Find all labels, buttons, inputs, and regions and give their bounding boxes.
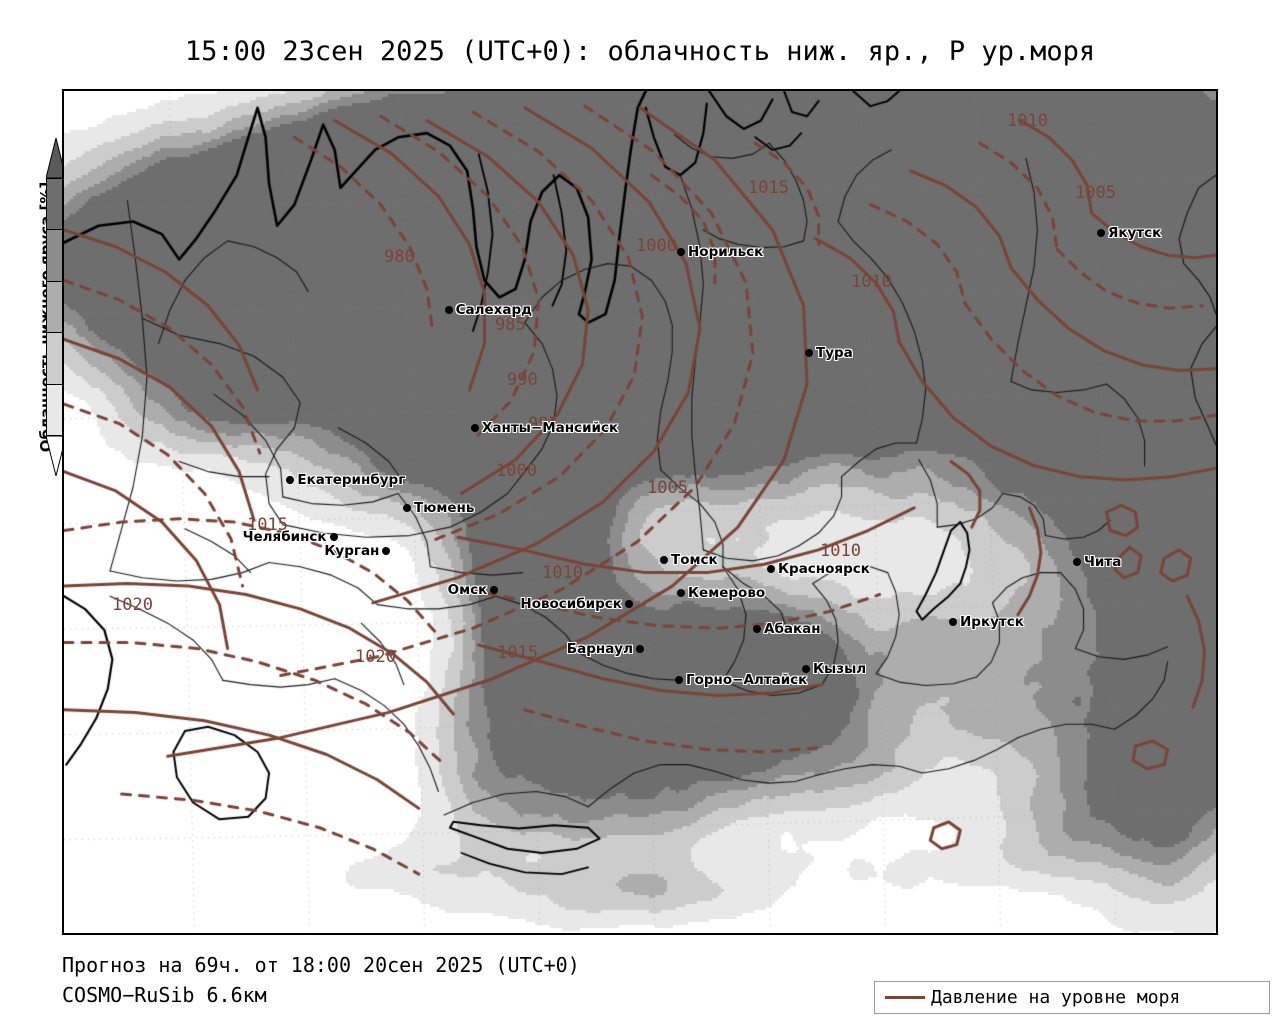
city-name: Горно−Алтайск: [686, 672, 808, 688]
city-name: Барнаул: [566, 641, 633, 657]
isobar-label-1015-2: 1015: [748, 178, 789, 198]
colorbar-segment-90: [47, 179, 65, 231]
city-marker-dot-icon: [802, 665, 810, 673]
city-label-6[interactable]: Тюмень: [400, 500, 474, 516]
city-name: Чита: [1084, 554, 1122, 570]
isobar-label-1005-1: 1005: [1075, 183, 1116, 203]
isobar-label-1020-14: 1020: [112, 595, 153, 615]
city-label-3[interactable]: Тура: [802, 345, 853, 361]
city-marker-dot-icon: [329, 533, 338, 541]
city-marker-dot-icon: [675, 676, 683, 684]
colorbar-top-arrow-icon: [46, 138, 66, 178]
page-title: 15:00 23сен 2025 (UTC+0): облачность ниж…: [184, 36, 1096, 67]
isobar-label-1000-4: 1000: [636, 236, 677, 256]
city-name: Якутск: [1108, 225, 1162, 241]
cloud-cover-raster: [64, 91, 1216, 933]
forecast-line-1: Прогноз на 69ч. от 18:00 20сен 2025 (UTC…: [62, 953, 580, 977]
city-marker-dot-icon: [753, 625, 761, 633]
city-marker-dot-icon: [444, 306, 453, 314]
city-name: Томск: [671, 552, 718, 568]
city-label-14[interactable]: Новосибирск: [520, 596, 636, 612]
colorbar-segment-70: [47, 230, 65, 282]
city-marker-dot-icon: [624, 600, 633, 608]
city-label-1[interactable]: Норильск: [674, 244, 763, 260]
pressure-legend-label: Давление на уровне моря: [931, 987, 1181, 1008]
city-label-2[interactable]: Салехард: [442, 302, 532, 318]
isobar-label-980-5: 980: [384, 247, 415, 267]
colorbar-segment-30: [47, 333, 65, 385]
city-marker-dot-icon: [636, 645, 644, 653]
city-name: Иркутск: [960, 614, 1024, 630]
isobar-label-985-6: 985: [495, 315, 526, 335]
isobar-label-1010-13: 1010: [542, 563, 583, 583]
isobar-label-1005-10: 1005: [647, 478, 688, 498]
city-label-18[interactable]: Кызыл: [799, 661, 866, 677]
city-name: Тура: [816, 345, 853, 361]
city-marker-dot-icon: [403, 504, 411, 512]
city-marker-dot-icon: [677, 248, 685, 256]
isobar-label-1015-11: 1015: [247, 515, 288, 535]
city-marker-dot-icon: [471, 424, 479, 432]
city-marker-dot-icon: [660, 556, 668, 564]
map-plot-area[interactable]: 1010 1005 1015 1010 1000 980 985 990 995 1000 1005…: [62, 89, 1218, 935]
city-marker-dot-icon: [1073, 558, 1081, 566]
isobar-label-1010-3: 1010: [851, 272, 892, 292]
city-name: Красноярск: [778, 561, 870, 577]
city-label-15[interactable]: Иркутск: [946, 614, 1024, 630]
city-label-10[interactable]: Красноярск: [764, 561, 870, 577]
city-name: Тюмень: [414, 500, 475, 516]
city-label-5[interactable]: Екатеринбург: [283, 472, 405, 488]
colorbar-bottom-arrow-icon: [46, 436, 66, 476]
isobar-label-1000-9: 1000: [496, 461, 537, 481]
city-name: Ханты−Мансийск: [482, 420, 619, 436]
city-name: Кызыл: [813, 661, 867, 677]
city-name: Омск: [447, 582, 488, 598]
isobar-label-995-8: 995: [528, 414, 559, 434]
city-label-17[interactable]: Барнаул: [567, 641, 647, 657]
city-label-0[interactable]: Якутск: [1094, 225, 1161, 241]
isobar-label-990-7: 990: [507, 370, 538, 390]
isobar-label-1020-15: 1020: [355, 647, 396, 667]
city-name: Екатеринбург: [297, 472, 406, 488]
city-marker-dot-icon: [382, 547, 391, 555]
city-marker-dot-icon: [1097, 229, 1105, 237]
city-marker-dot-icon: [490, 586, 499, 594]
city-marker-dot-icon: [805, 349, 813, 357]
city-label-16[interactable]: Абакан: [750, 621, 821, 637]
city-label-19[interactable]: Горно−Алтайск: [672, 672, 807, 688]
city-label-9[interactable]: Томск: [657, 552, 718, 568]
isobar-label-1010-0: 1010: [1007, 111, 1048, 131]
city-label-13[interactable]: Кемерово: [674, 585, 765, 601]
city-name: Кемерово: [688, 585, 766, 601]
city-marker-dot-icon: [677, 589, 685, 597]
city-name: Салехард: [455, 302, 533, 318]
forecast-info: Прогноз на 69ч. от 18:00 20сен 2025 (UTC…: [62, 950, 580, 1010]
forecast-line-2: COSMO−RuSib 6.6км: [62, 983, 267, 1007]
city-marker-dot-icon: [949, 618, 957, 626]
city-label-7[interactable]: Челябинск: [243, 529, 341, 545]
pressure-line-swatch-icon: [885, 996, 925, 999]
isobar-label-1015-16: 1015: [497, 643, 538, 663]
city-name: Челябинск: [242, 529, 327, 545]
city-marker-dot-icon: [767, 565, 775, 573]
isobar-label-1010-12: 1010: [820, 541, 861, 561]
colorbar-segment-10: [47, 384, 65, 436]
city-label-11[interactable]: Чита: [1070, 554, 1121, 570]
city-name: Новосибирск: [520, 596, 622, 612]
colorbar-segment-50: [47, 281, 65, 334]
city-label-12[interactable]: Омск: [448, 582, 502, 598]
city-name: Курган: [324, 543, 380, 559]
city-name: Абакан: [764, 621, 821, 637]
pressure-legend: Давление на уровне моря: [874, 981, 1270, 1014]
city-name: Норильск: [688, 244, 764, 260]
city-label-8[interactable]: Курган: [324, 543, 393, 559]
city-marker-dot-icon: [286, 476, 295, 484]
city-label-4[interactable]: Ханты−Мансийск: [468, 420, 618, 436]
